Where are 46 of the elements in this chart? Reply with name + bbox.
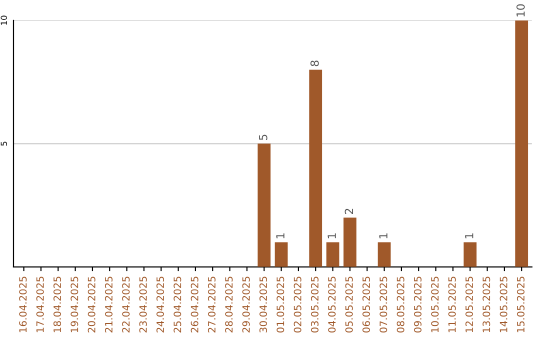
data-label: 5 — [259, 134, 268, 140]
x-tick-label: 20.04.2025 — [88, 276, 96, 332]
x-tick-label: 04.05.2025 — [328, 276, 336, 333]
data-label: 2 — [344, 208, 354, 214]
data-label: 1 — [379, 233, 388, 238]
bar — [378, 242, 391, 267]
x-tick-label: 29.04.2025 — [242, 276, 250, 332]
bar — [464, 242, 477, 267]
data-label: 1 — [465, 233, 474, 238]
x-tick-label: 15.05.2025 — [516, 276, 524, 332]
bar — [326, 242, 340, 267]
x-tick-label: 17.04.2025 — [36, 276, 44, 332]
x-tick-label: 05.05.2025 — [345, 276, 353, 333]
bar — [344, 218, 356, 267]
x-tick-label: 19.04.2025 — [70, 276, 78, 332]
data-label: 10 — [516, 4, 525, 16]
bar — [309, 70, 322, 267]
x-tick-label: 24.04.2025 — [156, 276, 164, 332]
x-tick-label: 30.04.2025 — [259, 276, 268, 332]
x-tick-label: 01.05.2025 — [276, 276, 284, 333]
x-tick-label: 25.04.2025 — [174, 276, 182, 332]
x-tick-label: 28.04.2025 — [225, 276, 233, 332]
bar — [274, 242, 288, 267]
bar — [515, 20, 528, 267]
x-tick-label: 22.04.2025 — [122, 276, 130, 332]
x-tick-label: 11.05.2025 — [448, 276, 456, 332]
x-tick-label: 12.05.2025 — [465, 276, 474, 332]
data-label: 1 — [276, 233, 284, 238]
x-tick-label: 27.04.2025 — [208, 276, 216, 332]
x-tick-label: 26.04.2025 — [190, 276, 198, 332]
x-tick-label: 16.04.2025 — [19, 276, 27, 332]
x-tick-label: 14.05.2025 — [500, 276, 508, 332]
x-tick-label: 02.05.2025 — [294, 276, 302, 333]
x-tick-label: 21.04.2025 — [104, 276, 113, 332]
x-tick-label: 09.05.2025 — [414, 276, 422, 333]
x-tick-label: 03.05.2025 — [310, 276, 319, 333]
x-tick-label: 06.05.2025 — [362, 276, 370, 333]
x-tick-label: 07.05.2025 — [380, 276, 388, 333]
x-tick-label: 10.05.2025 — [431, 276, 439, 332]
x-tick-label: 13.05.2025 — [482, 276, 490, 332]
bar — [258, 144, 271, 267]
x-tick-label: 08.05.2025 — [396, 276, 404, 333]
data-label: 8 — [310, 60, 319, 66]
data-label: 1 — [328, 233, 336, 238]
x-tick-label: 18.04.2025 — [53, 276, 62, 332]
x-tick-label: 23.04.2025 — [139, 276, 147, 332]
